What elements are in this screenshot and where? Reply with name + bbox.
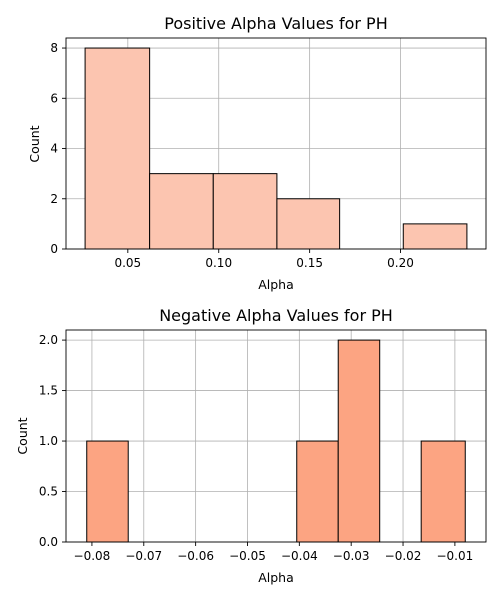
plot-area-negative: −0.08 −0.07 −0.06 −0.05 −0.04 −0.03 −0.02 −0.01… xyxy=(39,329,487,563)
y-tick-label: 1.0 xyxy=(39,434,58,448)
x-tick-label: 0.05 xyxy=(114,256,141,270)
histogram-bar xyxy=(149,173,214,250)
x-tick-label: −0.03 xyxy=(333,549,370,563)
x-tick-label: −0.04 xyxy=(281,549,318,563)
x-tick-label: −0.01 xyxy=(436,549,473,563)
y-tick-label: 2 xyxy=(50,192,58,206)
histogram-bar xyxy=(86,440,129,543)
y-tick-label: 0 xyxy=(50,242,58,256)
chart-title-positive: Positive Alpha Values for PH xyxy=(164,14,387,33)
y-tick-label: 2.0 xyxy=(39,333,58,347)
x-tick-label: 0.15 xyxy=(296,256,323,270)
y-tick-label: 4 xyxy=(50,142,58,156)
positive-alpha-panel: Positive Alpha Values for PH 0.05 0.10 0.1… xyxy=(27,14,487,292)
histogram-bar xyxy=(276,198,341,250)
x-tick-label: 0.10 xyxy=(205,256,232,270)
histogram-bar xyxy=(84,47,151,250)
x-axis-label-positive: Alpha xyxy=(258,277,294,292)
x-tick-label: 0.20 xyxy=(387,256,414,270)
y-axis-label-negative: Count xyxy=(15,417,30,454)
y-tick-label: 1.5 xyxy=(39,384,58,398)
negative-alpha-panel: Negative Alpha Values for PH −0.08 −0.07−… xyxy=(15,306,487,585)
chart-title-negative: Negative Alpha Values for PH xyxy=(159,306,393,325)
y-tick-label: 0.5 xyxy=(39,485,58,499)
x-tick-label: −0.08 xyxy=(74,549,111,563)
y-tick-label: 0.0 xyxy=(39,535,58,549)
axes-frame xyxy=(65,37,487,250)
y-tick-label: 8 xyxy=(50,41,58,55)
histogram-bar xyxy=(212,173,278,250)
x-tick-label: −0.02 xyxy=(385,549,422,563)
histogram-bar xyxy=(402,223,468,250)
x-tick-label: −0.05 xyxy=(229,549,266,563)
x-tick-label: −0.06 xyxy=(177,549,214,563)
histogram-bar xyxy=(420,440,466,543)
histogram-bar xyxy=(296,440,339,543)
y-tick-label: 6 xyxy=(50,91,58,105)
histogram-bar xyxy=(337,339,381,543)
x-tick-label: −0.07 xyxy=(125,549,162,563)
plot-area-positive: 0.05 0.10 0.15 0.20 0 2 4 6 8 xyxy=(50,37,487,270)
y-axis-label-positive: Count xyxy=(27,125,42,162)
axes-frame xyxy=(65,329,487,543)
x-axis-label-negative: Alpha xyxy=(258,570,294,585)
